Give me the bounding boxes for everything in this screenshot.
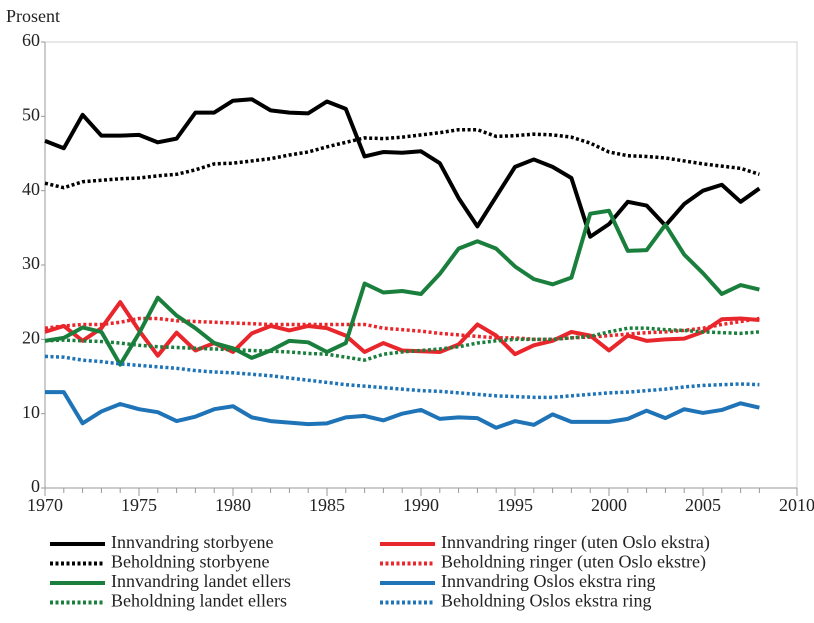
series-line <box>44 326 760 362</box>
x-tick-label: 1975 <box>121 495 157 515</box>
x-tick-label: 1995 <box>497 495 533 515</box>
x-tick-label: 2005 <box>685 495 721 515</box>
y-tick-label: 10 <box>22 402 40 422</box>
legend-label: Beholdning Oslos ekstra ring <box>441 591 651 611</box>
plot-frame <box>44 41 798 489</box>
series-line <box>44 354 760 400</box>
x-tick-label: 1970 <box>27 495 63 515</box>
x-tick-label: 2000 <box>591 495 627 515</box>
legend-label: Innvandring landet ellers <box>111 571 291 591</box>
series-line <box>44 316 760 342</box>
y-tick-label: 50 <box>22 104 40 124</box>
legend-label: Innvandring Oslos ekstra ring <box>441 571 655 591</box>
legend-label: Beholdning storbyene <box>111 552 269 572</box>
y-tick-label: 0 <box>31 476 40 496</box>
series-line <box>44 97 761 239</box>
series-line <box>45 390 760 430</box>
y-axis-label: Prosent <box>6 6 60 26</box>
x-tick-label: 2010 <box>779 495 814 515</box>
legend-label: Beholdning landet ellers <box>111 591 287 611</box>
x-tick-label: 1985 <box>309 495 345 515</box>
series-line <box>44 208 760 367</box>
x-tick-label: 1980 <box>215 495 251 515</box>
y-tick-label: 20 <box>22 327 40 347</box>
y-tick-label: 30 <box>22 253 40 273</box>
legend-label: Innvandring storbyene <box>111 532 273 552</box>
y-tick-label: 40 <box>22 179 40 199</box>
legend-label: Innvandring ringer (uten Oslo ekstra) <box>441 532 710 553</box>
y-tick-label: 60 <box>22 30 40 50</box>
x-tick-label: 1990 <box>403 495 439 515</box>
legend-label: Beholdning ringer (uten Oslo ekstre) <box>441 552 706 573</box>
series-line <box>44 127 760 190</box>
